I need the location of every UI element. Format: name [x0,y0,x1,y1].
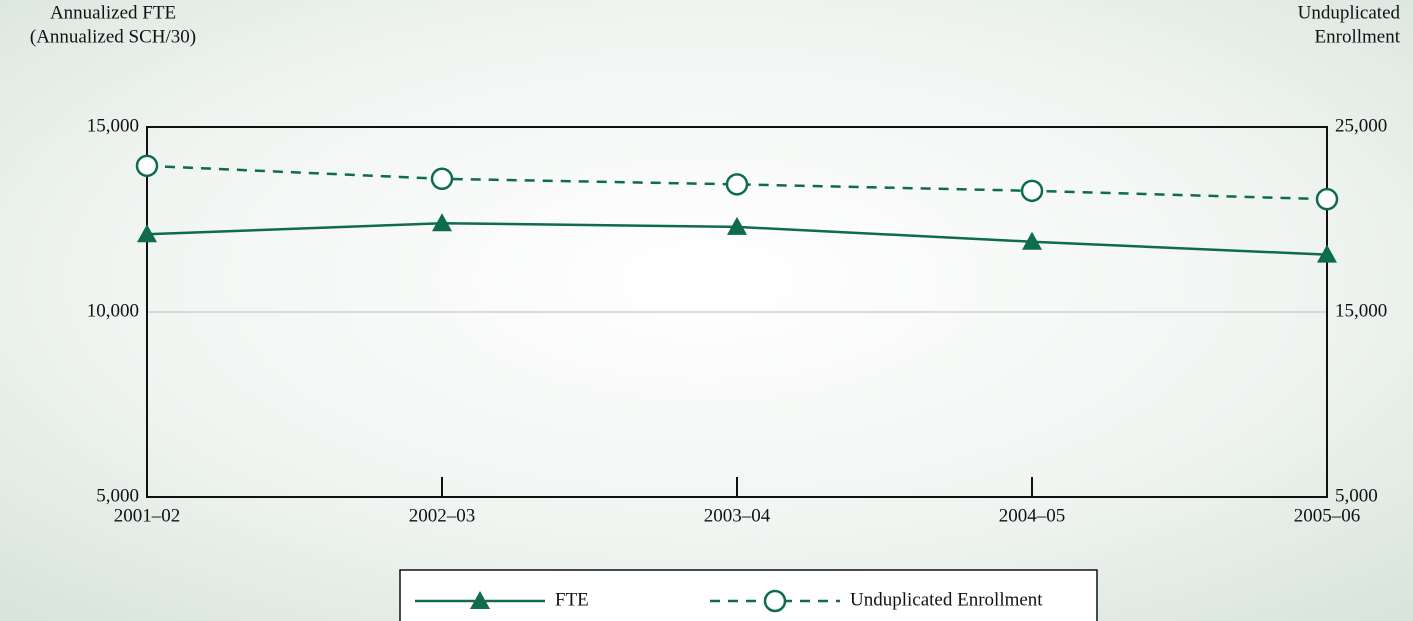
x-tick-label: 2005–06 [1294,505,1361,526]
legend-marker [470,591,490,609]
data-point [432,213,452,232]
x-tick-label: 2001–02 [114,505,181,526]
y-tick-label: 10,000 [87,300,139,321]
y-axis-title: (Annualized SCH/30) [30,26,196,47]
data-point [727,216,747,235]
y-axis-title: Annualized FTE [50,2,176,23]
legend-label: FTE [555,589,589,610]
y-tick-label: 15,000 [87,115,139,136]
y2-tick-label: 15,000 [1335,300,1387,321]
data-point [430,167,454,191]
data-point [725,173,749,196]
data-point [1020,179,1044,203]
y2-axis-title: Enrollment [1315,26,1401,47]
data-point [135,154,159,178]
legend-box [399,569,1098,621]
x-tick-label: 2004–05 [999,505,1066,526]
data-point [137,224,157,243]
legend-marker [763,589,787,613]
data-point [1315,187,1339,211]
legend-label: Unduplicated Enrollment [850,589,1043,610]
y-tick-label: 5,000 [96,485,139,506]
y2-tick-label: 25,000 [1335,115,1387,136]
y2-tick-label: 5,000 [1335,485,1378,506]
y2-axis-title: Unduplicated [1298,2,1401,23]
x-tick-label: 2002–03 [409,505,476,526]
x-tick-label: 2003–04 [704,505,771,526]
data-point [1317,244,1337,263]
data-point [1022,231,1042,250]
